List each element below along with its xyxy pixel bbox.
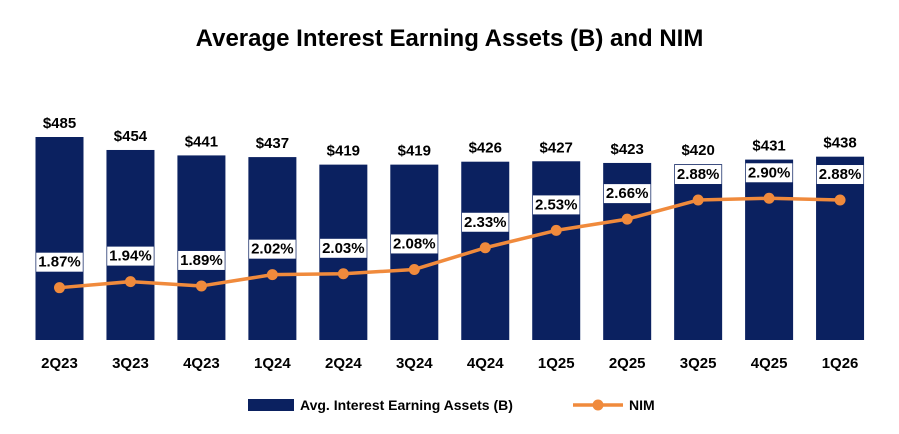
nim-label-background-3Q25: [674, 165, 722, 185]
bar-value-label-1Q25: $427: [540, 139, 573, 156]
x-tick-label-1Q26: 1Q26: [822, 355, 859, 372]
nim-point-1Q26: [834, 194, 846, 206]
x-axis-tick-labels: 2Q23 3Q23 4Q23 1Q24 2Q24 3Q24 4Q24 1Q25 2Q25 3Q25…: [41, 355, 858, 372]
bar-1Q25: [532, 161, 581, 340]
bar-2Q23: [35, 137, 84, 340]
x-tick-label-3Q23: 3Q23: [112, 355, 149, 372]
nim-point-3Q23: [124, 276, 136, 288]
legend-label-assets: Avg. Interest Earning Assets (B): [300, 397, 513, 413]
legend-swatch-nim-marker: [592, 399, 604, 411]
nim-value-label-3Q24: 2.08%: [393, 235, 436, 252]
bar-value-label-2Q25: $423: [610, 141, 643, 158]
nim-label-background-2Q24: [320, 238, 367, 258]
nim-label-background-1Q24: [249, 239, 296, 259]
x-tick-label-2Q23: 2Q23: [41, 355, 78, 372]
x-tick-label-2Q25: 2Q25: [609, 355, 646, 372]
bar-1Q26: [816, 156, 865, 340]
nim-label-background-4Q23: [178, 250, 225, 270]
nim-line: [57, 196, 842, 290]
nim-label-background-1Q26: [816, 165, 864, 185]
nim-line-series: [54, 192, 846, 294]
nim-value-label-3Q23: 1.94%: [109, 248, 152, 265]
nim-label-background-2Q25: [603, 184, 651, 204]
nim-label-background-1Q25: [532, 195, 580, 215]
chart-title: Average Interest Earning Assets (B) and …: [196, 25, 704, 52]
bar-series: [35, 137, 865, 340]
bar-4Q23: [177, 155, 226, 340]
legend-label-nim: NIM: [629, 397, 655, 413]
bar-value-labels: $485 $454 $441 $437 $419 $419 $426 $427 $423 $420…: [43, 115, 857, 160]
nim-value-label-2Q25: 2.66%: [606, 185, 649, 202]
nim-point-3Q25: [692, 194, 704, 206]
nim-value-label-4Q24: 2.33%: [464, 214, 507, 231]
bar-value-label-3Q23: $454: [114, 128, 148, 145]
x-tick-label-3Q24: 3Q24: [396, 355, 433, 372]
nim-value-label-1Q24: 2.02%: [251, 241, 294, 258]
nim-point-3Q24: [408, 263, 420, 275]
nim-point-4Q25: [763, 192, 775, 204]
nim-point-4Q23: [195, 280, 207, 292]
x-tick-label-1Q24: 1Q24: [254, 355, 291, 372]
bar-value-label-4Q25: $431: [752, 138, 785, 155]
bar-value-label-3Q25: $420: [681, 142, 714, 159]
nim-value-label-4Q23: 1.89%: [180, 252, 223, 269]
legend-swatch-assets: [248, 399, 294, 411]
bar-value-label-1Q26: $438: [823, 135, 856, 152]
bar-value-label-3Q24: $419: [398, 143, 431, 160]
nim-label-background-3Q23: [107, 246, 154, 266]
bar-4Q25: [745, 159, 794, 340]
nim-value-label-1Q26: 2.88%: [819, 166, 862, 183]
bar-3Q25: [674, 164, 723, 340]
nim-value-label-1Q25: 2.53%: [535, 196, 578, 213]
x-tick-label-3Q25: 3Q25: [680, 355, 717, 372]
nim-point-1Q24: [266, 269, 278, 281]
x-tick-label-4Q24: 4Q24: [467, 355, 504, 372]
bar-value-label-4Q24: $426: [469, 140, 502, 157]
nim-point-2Q24: [337, 268, 349, 280]
nim-label-background-4Q25: [745, 163, 793, 183]
nim-label-background-4Q24: [461, 212, 509, 232]
x-tick-label-2Q24: 2Q24: [325, 355, 362, 372]
legend: Avg. Interest Earning Assets (B) NIM: [248, 397, 655, 413]
x-tick-label-4Q23: 4Q23: [183, 355, 220, 372]
nim-point-2Q25: [621, 213, 633, 225]
nim-value-labels: 1.87% 1.94% 1.89% 2.02% 2.03% 2.08% 2.33% 2.53%…: [36, 163, 864, 272]
nim-point-2Q23: [54, 282, 65, 294]
bar-3Q23: [106, 149, 155, 340]
bar-value-label-2Q23: $485: [43, 115, 76, 132]
nim-value-label-2Q24: 2.03%: [322, 240, 365, 257]
nim-value-label-4Q25: 2.90%: [748, 164, 791, 181]
nim-label-background-3Q24: [391, 234, 438, 254]
bar-value-label-4Q23: $441: [185, 133, 218, 150]
nim-point-4Q24: [479, 242, 491, 254]
nim-value-label-3Q25: 2.88%: [677, 166, 720, 183]
x-tick-label-1Q25: 1Q25: [538, 355, 575, 372]
nim-point-1Q25: [550, 224, 562, 236]
bar-value-label-1Q24: $437: [256, 135, 289, 152]
bar-value-label-2Q24: $419: [327, 143, 360, 160]
nim-value-label-2Q23: 1.87%: [38, 254, 81, 271]
nim-label-background-2Q23: [36, 252, 83, 272]
x-tick-label-4Q25: 4Q25: [751, 355, 788, 372]
